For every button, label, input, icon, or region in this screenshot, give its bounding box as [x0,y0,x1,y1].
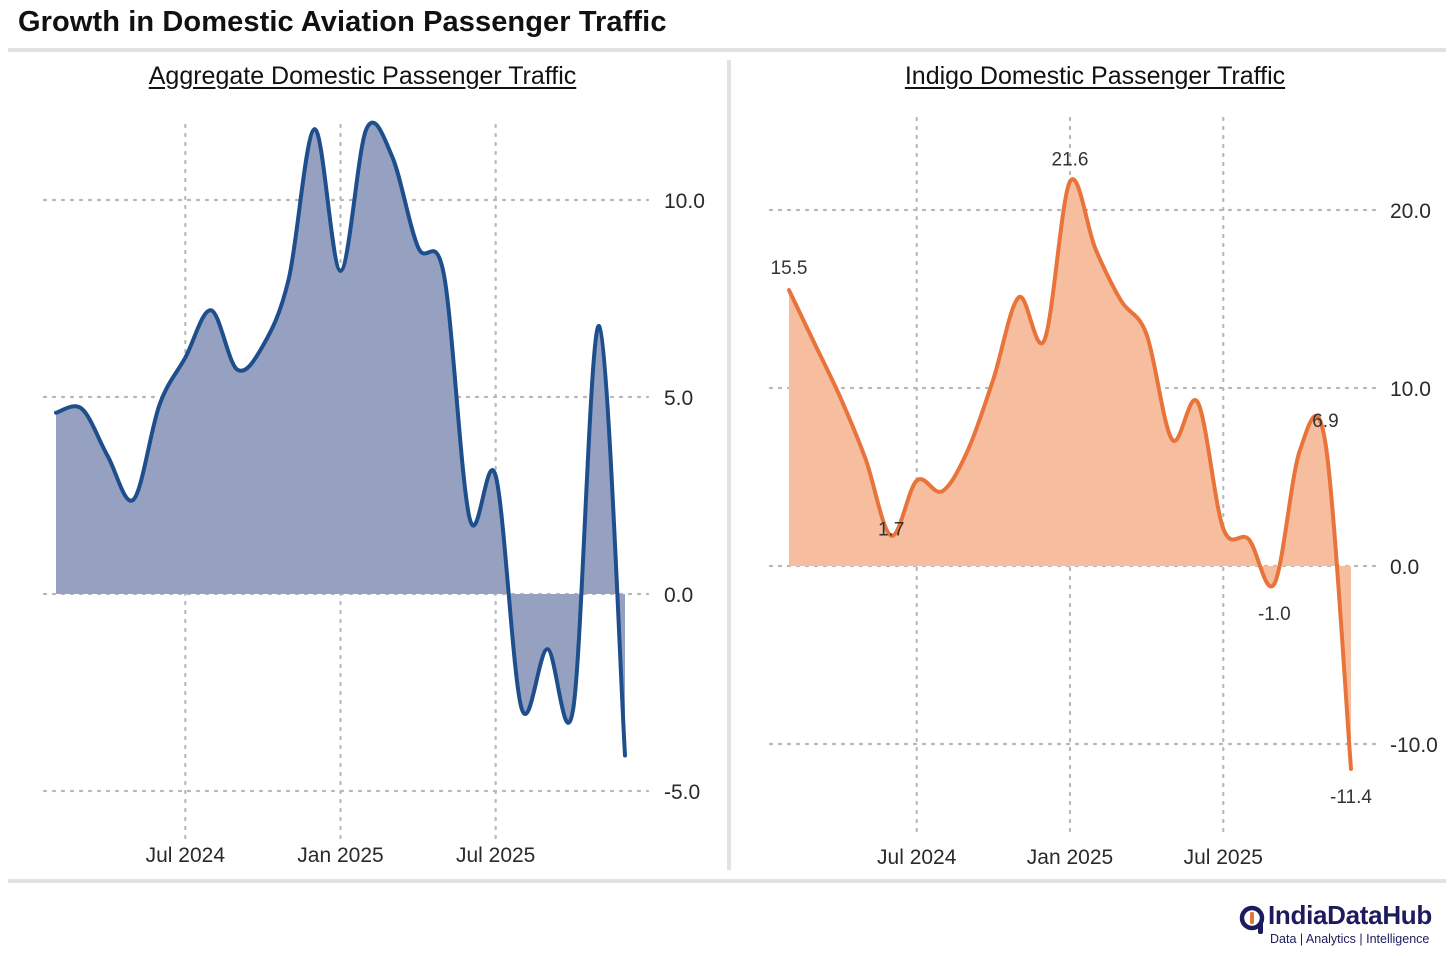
aggregate-data-point [571,706,575,710]
indigo-data-point [1221,527,1225,531]
aggregate-x-tick-label: Jul 2024 [146,844,226,867]
indigo-data-point [1298,448,1302,452]
aggregate-data-point [494,474,498,478]
indigo-data-point [966,448,970,452]
aggregate-data-point [520,706,524,710]
aggregate-chart: 10.0 5.0 0.0 -5.0 Jul 2024 Jan 2025 Jul 2025 [42,120,705,867]
indigo-data-point [1349,767,1353,771]
aggregate-data-point [183,356,187,360]
aggregate-y-tick-label: 5.0 [664,387,693,410]
aggregate-data-point [597,324,601,328]
aggregate-data-point [157,403,161,407]
aggregate-data-point [442,273,446,277]
aggregate-data-point [390,155,394,159]
indigo-data-point [1068,180,1072,184]
aggregate-y-tick-label: 10.0 [664,190,705,213]
aggregate-x-tick-label: Jul 2025 [456,844,535,867]
indigo-data-point [1094,247,1098,251]
aggregate-data-point [54,411,58,415]
aggregate-data-point [364,127,368,131]
indigo-x-tick-label: Jan 2025 [1027,846,1113,869]
indigo-series-line [787,177,1353,771]
indigo-data-point [1017,295,1021,299]
indigo-chart: 20.0 10.0 0.0 -10.0 Jul 2024 Jan 2025 Jul 2025… [768,116,1438,869]
aggregate-data-point [468,517,472,521]
indigo-data-label: -1.0 [1258,604,1291,625]
aggregate-data-point [209,308,213,312]
logo-mark-icon [1239,905,1265,934]
aggregate-data-point [235,367,239,371]
aggregate-y-tick-label: -5.0 [664,781,700,804]
indigo-data-label: -11.4 [1330,787,1372,808]
indigo-data-point [1247,537,1251,541]
indigo-data-point [1119,299,1123,303]
logo-tagline: Data | Analytics | Intelligence [1270,932,1430,946]
aggregate-chart-title: Aggregate Domestic Passenger Traffic [148,62,577,90]
indigo-data-point [838,395,842,399]
indigo-y-tick-label: -10.0 [1390,734,1438,757]
indigo-x-tick-label: Jul 2025 [1184,846,1263,869]
aggregate-data-point [80,407,84,411]
panel-divider [727,60,731,870]
indigo-y-tick-label: 20.0 [1390,200,1431,223]
aggregate-data-point [545,647,549,651]
indigo-chart-title: Indigo Domestic Passenger Traffic [904,62,1286,90]
indiadatahub-logo: IndiaDataHub Data | Analytics | Intellig… [1236,898,1446,950]
indigo-data-label: 15.5 [771,258,808,279]
indigo-data-point [1272,582,1276,586]
indigo-data-point [1145,333,1149,337]
aggregate-data-point [623,754,627,758]
indigo-data-point [1196,400,1200,404]
indigo-y-tick-label: 10.0 [1390,378,1431,401]
indigo-data-point [1323,441,1327,445]
logo-name: IndiaDataHub [1268,900,1432,930]
aggregate-x-tick-label: Jan 2025 [297,844,383,867]
indigo-data-label: 1.7 [878,520,904,541]
top-rule [8,48,1446,52]
indigo-data-point [864,457,868,461]
indigo-y-tick-label: 0.0 [1390,556,1419,579]
indigo-area-fill [789,179,1351,769]
indigo-data-point [940,489,944,493]
aggregate-data-point [339,269,343,273]
indigo-data-point [1170,438,1174,442]
indigo-data-point [787,288,791,292]
indigo-data-label: 21.6 [1052,150,1089,171]
aggregate-series-line [54,120,627,758]
bottom-rule [8,879,1446,883]
indigo-data-point [813,342,817,346]
page-title: Growth in Domestic Aviation Passenger Tr… [18,6,667,38]
aggregate-area-fill [56,122,625,756]
aggregate-data-point [261,344,265,348]
indigo-data-point [991,377,995,381]
aggregate-data-point [416,245,420,249]
aggregate-data-point [287,277,291,281]
aggregate-data-point [132,497,136,501]
aggregate-data-point [106,454,110,458]
indigo-data-point [1042,338,1046,342]
indigo-data-point [915,479,919,483]
aggregate-y-tick-label: 0.0 [664,584,693,607]
aggregate-data-point [313,127,317,131]
indigo-data-label: 6.9 [1312,411,1338,432]
indigo-x-tick-label: Jul 2024 [877,846,957,869]
